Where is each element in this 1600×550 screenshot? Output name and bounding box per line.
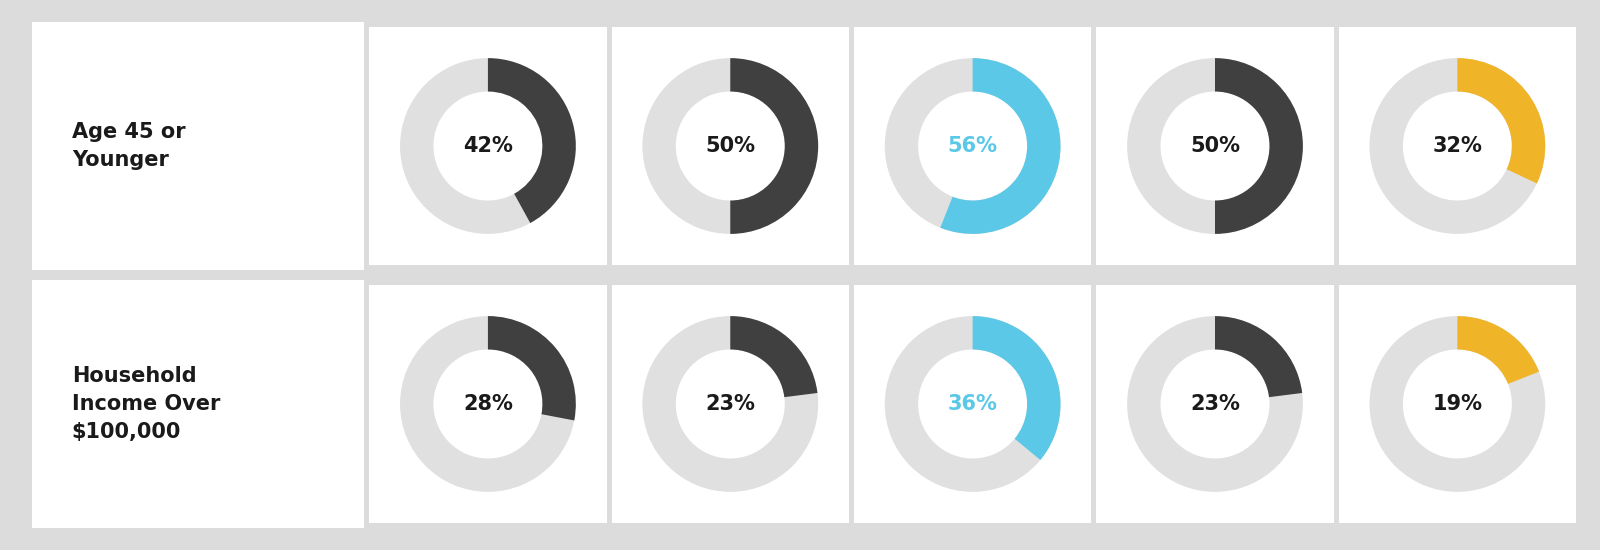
Wedge shape bbox=[730, 58, 818, 234]
Text: 19%: 19% bbox=[1432, 394, 1482, 414]
Wedge shape bbox=[642, 316, 818, 492]
Wedge shape bbox=[1214, 58, 1302, 234]
Wedge shape bbox=[400, 58, 576, 234]
Text: 23%: 23% bbox=[1190, 394, 1240, 414]
Wedge shape bbox=[400, 316, 576, 492]
Wedge shape bbox=[1370, 316, 1546, 492]
Wedge shape bbox=[1126, 58, 1302, 234]
Wedge shape bbox=[642, 58, 818, 234]
Wedge shape bbox=[885, 316, 1061, 492]
Text: 32%: 32% bbox=[1432, 136, 1482, 156]
Wedge shape bbox=[1458, 58, 1546, 184]
Wedge shape bbox=[973, 316, 1061, 460]
Wedge shape bbox=[885, 58, 1061, 234]
Text: 23%: 23% bbox=[706, 394, 755, 414]
Text: 36%: 36% bbox=[947, 394, 997, 414]
Wedge shape bbox=[1214, 316, 1302, 397]
Text: Household
Income Over
$100,000: Household Income Over $100,000 bbox=[72, 366, 221, 442]
Wedge shape bbox=[1458, 316, 1539, 384]
Wedge shape bbox=[488, 58, 576, 223]
Text: 42%: 42% bbox=[462, 136, 514, 156]
Wedge shape bbox=[730, 316, 818, 397]
Wedge shape bbox=[1126, 316, 1302, 492]
Wedge shape bbox=[941, 58, 1061, 234]
Text: 50%: 50% bbox=[1190, 136, 1240, 156]
Wedge shape bbox=[1370, 58, 1546, 234]
Text: 50%: 50% bbox=[706, 136, 755, 156]
Text: 56%: 56% bbox=[947, 136, 998, 156]
Wedge shape bbox=[488, 316, 576, 420]
Text: 28%: 28% bbox=[462, 394, 514, 414]
Text: Age 45 or
Younger: Age 45 or Younger bbox=[72, 122, 186, 170]
